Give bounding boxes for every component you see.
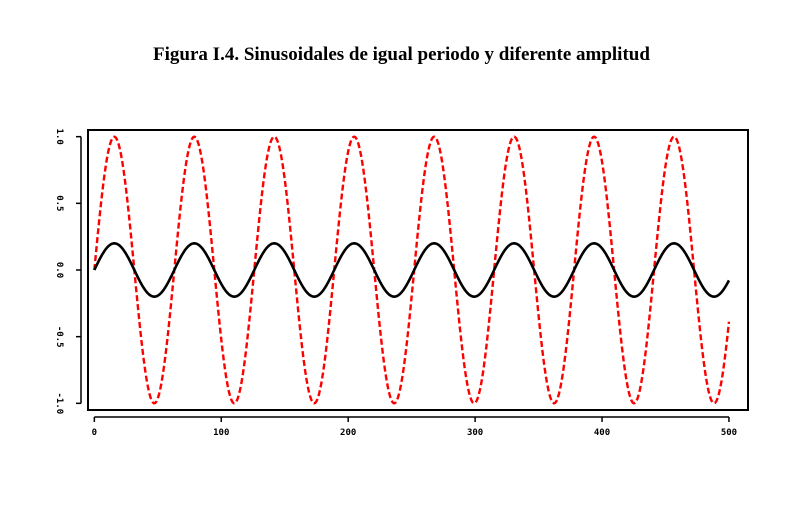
y-tick-label: 1.0 [54, 129, 64, 145]
x-tick-label: 300 [467, 428, 483, 438]
x-tick-label: 200 [340, 428, 356, 438]
y-axis: 1.0 0.5 0.0 -0.5 -1.0 [54, 129, 82, 414]
x-tick-label: 0 [92, 428, 97, 438]
series-line-black-solid [93, 242, 731, 298]
x-tick-label: 500 [721, 428, 737, 438]
chart-title: Figura I.4. Sinusoidales de igual period… [153, 44, 650, 65]
y-tick-label: -1.0 [54, 392, 64, 414]
y-tick-label: 0.5 [54, 195, 64, 211]
x-axis: 0 100 200 300 400 500 [92, 416, 737, 438]
x-tick-label: 400 [594, 428, 610, 438]
series-line-red-dashed [93, 135, 731, 405]
series-layer [93, 135, 731, 405]
y-tick-label: 0.0 [54, 262, 64, 278]
plot-frame [87, 129, 749, 411]
x-tick-label: 100 [213, 428, 229, 438]
y-tick-label: -0.5 [54, 326, 64, 348]
